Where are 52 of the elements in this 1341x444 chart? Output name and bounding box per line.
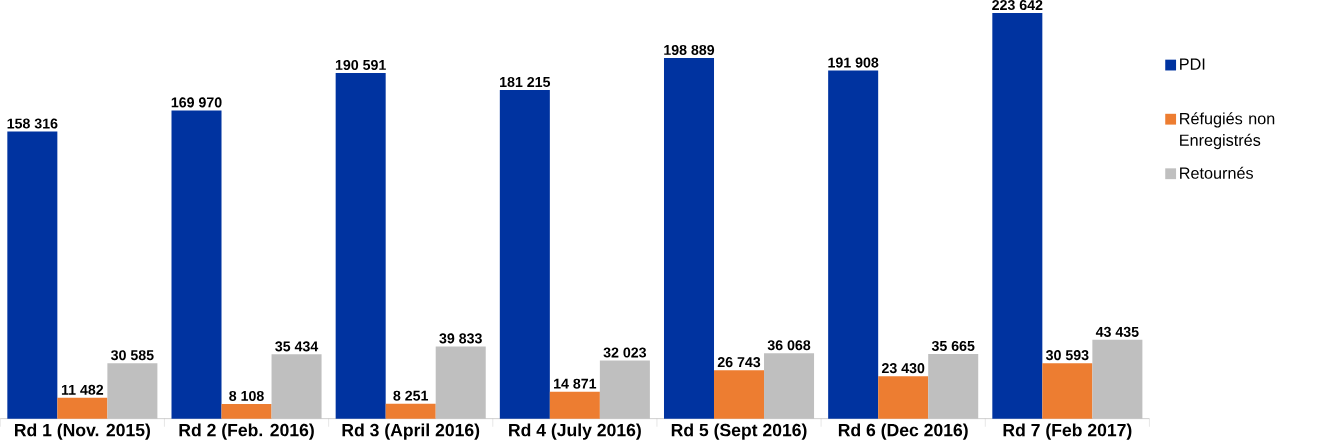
- x-tick-label: Rd 7 (Feb 2017): [1003, 423, 1132, 440]
- x-tick-label: Rd 6 (Dec 2016): [838, 423, 968, 440]
- bar: [171, 110, 222, 419]
- x-tick-label: Rd 5 (Sept 2016): [671, 423, 807, 440]
- bar: [499, 89, 550, 419]
- data-label: 181 215: [500, 76, 551, 87]
- data-label: 190 591: [335, 59, 386, 70]
- bar: [57, 397, 108, 419]
- data-label: 43 435: [1095, 326, 1139, 337]
- bar: [385, 403, 436, 419]
- bar: [828, 70, 879, 419]
- data-label: 223 642: [992, 0, 1043, 10]
- bar: [435, 346, 486, 419]
- bar: [663, 57, 715, 419]
- data-label: 11 482: [61, 384, 104, 395]
- legend-label: Réfugiés non Enregistrés: [1180, 112, 1275, 150]
- data-label: 8 251: [393, 390, 429, 401]
- bar: [335, 72, 386, 419]
- data-label: 198 889: [664, 44, 715, 55]
- x-tick-label: Rd 2 (Feb. 2016): [179, 423, 314, 440]
- bar: [549, 391, 600, 419]
- legend-label: PDI: [1180, 58, 1205, 70]
- x-tick-label: Rd 3 (April 2016): [342, 423, 480, 440]
- data-label: 30 585: [110, 349, 154, 361]
- data-label: 26 743: [717, 356, 761, 368]
- x-tick-label: Rd 1 (Nov. 2015): [15, 423, 150, 440]
- bar: [599, 360, 650, 419]
- data-label: 35 434: [275, 341, 319, 352]
- bar: [714, 369, 765, 419]
- bar: [221, 403, 272, 419]
- bar: [107, 363, 158, 419]
- bar: [7, 131, 58, 419]
- data-label: 8 108: [229, 390, 264, 401]
- bar: [271, 354, 322, 419]
- data-label: 35 665: [931, 340, 975, 351]
- data-label: 158 316: [7, 118, 58, 129]
- data-label: 14 871: [554, 378, 597, 389]
- data-label: 169 970: [171, 97, 222, 108]
- data-label: 30 593: [1045, 349, 1089, 361]
- data-label: 39 833: [439, 333, 482, 344]
- bar: [992, 12, 1043, 419]
- bar: [878, 376, 929, 419]
- data-label: 36 068: [767, 340, 811, 351]
- bar: [1092, 339, 1143, 419]
- data-label: 32 023: [603, 347, 647, 358]
- bar: [764, 353, 815, 419]
- data-label: 191 908: [828, 57, 879, 68]
- x-tick-label: Rd 4 (July 2016): [509, 423, 641, 440]
- legend-label: Retournés: [1180, 166, 1254, 179]
- bar: [1042, 363, 1093, 419]
- bar: [928, 353, 979, 419]
- data-label: 23 430: [881, 362, 925, 374]
